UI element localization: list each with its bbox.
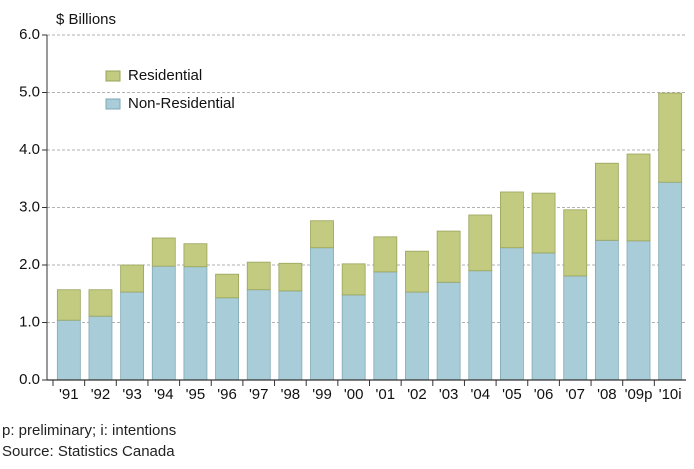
x-tick-label: '04	[470, 386, 490, 403]
bar-segment	[215, 297, 239, 381]
bar-segment	[405, 291, 429, 381]
x-tick-label: '10i	[659, 386, 682, 403]
x-tick-label: '08	[597, 386, 617, 403]
bar-segment	[56, 289, 81, 321]
bar-segment	[278, 290, 303, 381]
x-tick-label: '91	[59, 386, 79, 403]
x-tick-label: '97	[249, 386, 269, 403]
bar-segment	[436, 281, 461, 381]
bar-segment	[246, 289, 271, 381]
x-tick-label: '98	[281, 386, 301, 403]
bar-segment	[436, 230, 461, 283]
bar-segment	[310, 220, 334, 249]
bar-segment	[341, 294, 366, 381]
legend-label: Residential	[128, 67, 202, 84]
bar-segment	[658, 181, 683, 381]
x-tick-label: '09p	[625, 386, 653, 403]
bar-segment	[151, 237, 176, 267]
legend-swatch	[105, 70, 121, 82]
x-tick-label: '07	[565, 386, 585, 403]
bar-segment	[373, 271, 398, 381]
x-tick-label: '02	[407, 386, 427, 403]
legend-label: Non-Residential	[128, 95, 235, 112]
bar-segment	[500, 247, 524, 381]
bar-segment	[531, 252, 556, 381]
bar-segment	[626, 240, 651, 381]
x-tick-label: '00	[344, 386, 364, 403]
y-tick-label: 4.0	[19, 141, 40, 158]
x-tick-label: '06	[534, 386, 554, 403]
bar-segment	[246, 261, 271, 291]
x-tick-label: '99	[312, 386, 332, 403]
y-tick-label: 1.0	[19, 313, 40, 330]
bar-segment	[405, 250, 429, 293]
bar-segment	[594, 239, 619, 381]
x-tick-label: '92	[91, 386, 111, 403]
bar-segment	[563, 209, 588, 277]
bar-segment	[594, 162, 619, 241]
bar-segment	[215, 273, 239, 299]
y-tick-label: 6.0	[19, 26, 40, 43]
bar-segment	[88, 289, 113, 317]
y-axis-label: $ Billions	[56, 11, 116, 28]
y-tick-label: 3.0	[19, 198, 40, 215]
x-tick-label: '94	[154, 386, 174, 403]
legend-swatch	[105, 98, 121, 110]
footnote: Source: Statistics Canada	[2, 443, 175, 460]
x-tick-label: '96	[217, 386, 237, 403]
x-tick-label: '93	[122, 386, 142, 403]
bar-segment	[563, 275, 588, 381]
footnote: p: preliminary; i: intentions	[2, 422, 176, 439]
bar-segment	[341, 263, 366, 296]
bar-segment	[373, 236, 398, 273]
bar-segment	[151, 265, 176, 381]
bar-segment	[183, 243, 208, 268]
bar-segment	[120, 264, 145, 293]
bar-segment	[278, 262, 303, 292]
bar-segment	[56, 319, 81, 381]
bar-segment	[468, 270, 493, 381]
bar-segment	[120, 291, 145, 381]
bar-segment	[626, 153, 651, 242]
y-tick-label: 5.0	[19, 83, 40, 100]
x-tick-label: '95	[186, 386, 206, 403]
bar-segment	[88, 315, 113, 381]
x-tick-label: '03	[439, 386, 459, 403]
y-tick-label: 0.0	[19, 371, 40, 388]
bar-segment	[468, 214, 493, 272]
bar-segment	[531, 192, 556, 254]
bar-segment	[310, 247, 334, 381]
bar-segment	[658, 92, 683, 183]
x-tick-label: '05	[502, 386, 522, 403]
y-tick-label: 2.0	[19, 256, 40, 273]
bar-segment	[500, 191, 524, 249]
bar-segment	[183, 266, 208, 381]
x-tick-label: '01	[376, 386, 396, 403]
